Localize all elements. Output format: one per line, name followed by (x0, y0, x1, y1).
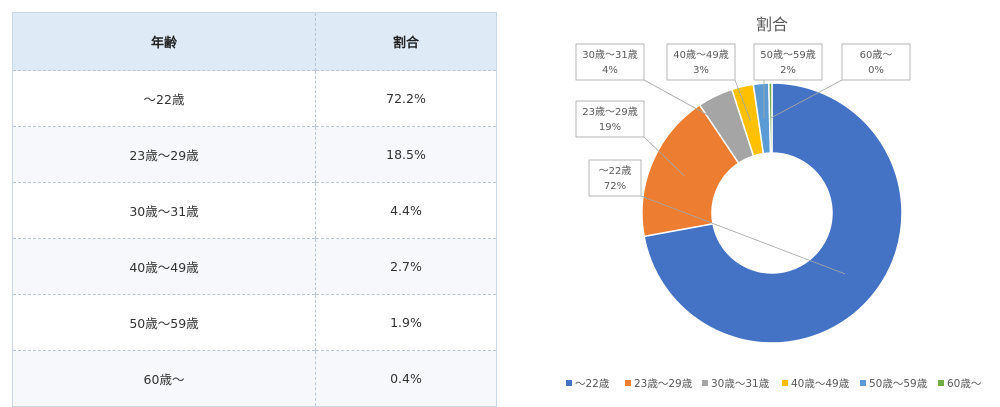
cell-ratio: 4.4% (315, 182, 497, 239)
legend-item: 30歳～31歳 (702, 378, 770, 390)
data-label-callout: 50歳～59歳 2% (753, 43, 823, 119)
data-label-callout: 40歳～49歳 3% (666, 43, 751, 121)
leader-line (643, 79, 731, 128)
leader-line (734, 79, 751, 121)
legend-swatch (938, 380, 944, 386)
legend-item: 23歳～29歳 (625, 378, 693, 390)
callout-box (588, 159, 642, 197)
donut-slice (643, 82, 903, 344)
data-label-callout: 23歳～29歳 19% (575, 100, 685, 177)
data-label-category: 60歳～ (860, 49, 893, 61)
table-row: 50歳～59歳 1.9% (12, 294, 497, 351)
data-label-callout: 30歳～31歳 4% (575, 43, 731, 128)
cell-age: 23歳～29歳 (12, 126, 316, 183)
table-header-row: 年齢 割合 (12, 12, 497, 71)
callout-box (575, 100, 645, 138)
donut-slice (767, 82, 773, 154)
legend-swatch (566, 380, 572, 386)
cell-ratio: 1.9% (315, 294, 497, 351)
legend-label: 23歳～29歳 (634, 378, 693, 390)
legend-label: ～22歳 (575, 378, 610, 390)
data-label-value: 4% (602, 65, 618, 76)
legend-swatch (782, 380, 788, 386)
cell-age: 30歳～31歳 (12, 182, 316, 239)
legend-swatch (625, 380, 631, 386)
cell-ratio: 72.2% (315, 70, 497, 127)
callout-box (753, 43, 823, 81)
data-label-category: 23歳～29歳 (582, 106, 637, 118)
legend-label: 50歳～59歳 (869, 378, 928, 390)
legend-item: 60歳～ (938, 378, 982, 390)
data-label-value: 72% (604, 181, 626, 192)
age-ratio-table: 年齢 割合 ～22歳 72.2% 23歳～29歳 18.5% 30歳～31歳 4… (12, 12, 497, 407)
data-label-value: 2% (780, 65, 796, 76)
legend-label: 30歳～31歳 (711, 378, 770, 390)
table-row: 30歳～31歳 4.4% (12, 182, 497, 239)
data-label-value: 19% (599, 122, 621, 133)
legend-item: 50歳～59歳 (860, 378, 928, 390)
cell-age: 60歳～ (12, 350, 316, 407)
header-age: 年齢 (12, 12, 316, 71)
cell-ratio: 2.7% (315, 238, 497, 295)
legend-item: ～22歳 (566, 378, 610, 390)
donut-slice (641, 103, 740, 238)
cell-age: ～22歳 (12, 70, 316, 127)
table-row: 23歳～29歳 18.5% (12, 126, 497, 183)
data-label-value: 3% (693, 65, 709, 76)
leader-line (643, 136, 685, 177)
table-row: 60歳～ 0.4% (12, 350, 497, 407)
header-ratio: 割合 (315, 12, 497, 71)
data-label-callout: ～22歳 72% (588, 159, 846, 275)
leader-line (640, 195, 846, 275)
cell-ratio: 0.4% (315, 350, 497, 407)
cell-ratio: 18.5% (315, 126, 497, 183)
chart-title: 割合 (756, 15, 788, 34)
data-label-value: 0% (868, 65, 884, 76)
legend-item: 40歳～49歳 (782, 378, 850, 390)
table-row: ～22歳 72.2% (12, 70, 497, 127)
data-label-category: 30歳～31歳 (582, 49, 637, 61)
cell-age: 40歳～49歳 (12, 238, 316, 295)
legend-swatch (860, 380, 866, 386)
callout-box (575, 43, 645, 81)
callout-box (666, 43, 736, 81)
data-label-callout: 60歳～ 0% (770, 43, 911, 119)
data-label-category: ～22歳 (599, 165, 632, 177)
legend-label: 40歳～49歳 (791, 378, 850, 390)
table-row: 40歳～49歳 2.7% (12, 238, 497, 295)
data-label-category: 50歳～59歳 (760, 49, 815, 61)
cell-age: 50歳～59歳 (12, 294, 316, 351)
leader-line (770, 79, 843, 119)
data-label-category: 40歳～49歳 (673, 49, 728, 61)
callout-box (841, 43, 911, 81)
legend-swatch (702, 380, 708, 386)
legend-label: 60歳～ (947, 378, 982, 390)
